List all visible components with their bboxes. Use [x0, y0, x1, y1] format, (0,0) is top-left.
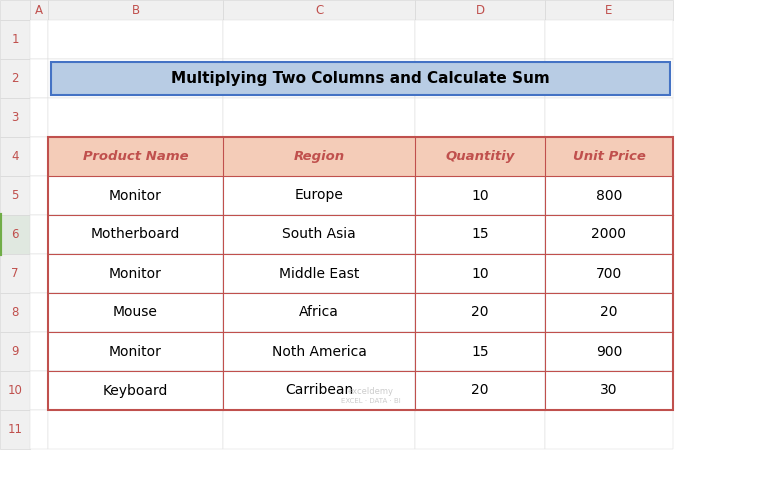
FancyBboxPatch shape: [415, 0, 545, 20]
FancyBboxPatch shape: [223, 410, 415, 449]
Text: Multiplying Two Columns and Calculate Sum: Multiplying Two Columns and Calculate Su…: [171, 71, 550, 86]
FancyBboxPatch shape: [0, 176, 30, 215]
FancyBboxPatch shape: [223, 332, 415, 371]
Text: Motherboard: Motherboard: [91, 227, 180, 242]
FancyBboxPatch shape: [223, 371, 415, 410]
FancyBboxPatch shape: [415, 98, 545, 137]
FancyBboxPatch shape: [30, 176, 48, 215]
FancyBboxPatch shape: [48, 371, 223, 410]
Text: 10: 10: [471, 188, 489, 202]
FancyBboxPatch shape: [0, 137, 30, 176]
Text: B: B: [131, 3, 140, 16]
FancyBboxPatch shape: [0, 20, 30, 59]
FancyBboxPatch shape: [415, 332, 545, 371]
Text: 8: 8: [12, 306, 18, 319]
FancyBboxPatch shape: [223, 20, 415, 59]
Text: Monitor: Monitor: [109, 267, 162, 281]
FancyBboxPatch shape: [545, 98, 673, 137]
FancyBboxPatch shape: [223, 59, 415, 98]
FancyBboxPatch shape: [30, 0, 48, 20]
Text: Product Name: Product Name: [83, 150, 189, 163]
Text: E: E: [605, 3, 613, 16]
FancyBboxPatch shape: [223, 0, 415, 20]
Text: 20: 20: [471, 305, 489, 319]
Text: 2: 2: [12, 72, 18, 85]
FancyBboxPatch shape: [545, 293, 673, 332]
FancyBboxPatch shape: [0, 410, 30, 449]
Text: Monitor: Monitor: [109, 345, 162, 359]
FancyBboxPatch shape: [415, 254, 545, 293]
Text: 6: 6: [12, 228, 18, 241]
FancyBboxPatch shape: [0, 0, 30, 20]
FancyBboxPatch shape: [415, 137, 545, 176]
Text: 15: 15: [471, 345, 489, 359]
Text: D: D: [476, 3, 485, 16]
FancyBboxPatch shape: [48, 332, 223, 371]
FancyBboxPatch shape: [48, 98, 223, 137]
FancyBboxPatch shape: [30, 371, 48, 410]
Text: Carribean: Carribean: [285, 383, 353, 397]
Text: 15: 15: [471, 227, 489, 242]
Text: A: A: [35, 3, 43, 16]
FancyBboxPatch shape: [0, 371, 30, 410]
Text: Europe: Europe: [295, 188, 344, 202]
FancyBboxPatch shape: [223, 176, 415, 215]
FancyBboxPatch shape: [223, 215, 415, 254]
FancyBboxPatch shape: [545, 410, 673, 449]
FancyBboxPatch shape: [51, 62, 670, 95]
FancyBboxPatch shape: [545, 332, 673, 371]
FancyBboxPatch shape: [223, 254, 415, 293]
FancyBboxPatch shape: [48, 293, 223, 332]
Text: Mouse: Mouse: [113, 305, 158, 319]
FancyBboxPatch shape: [0, 332, 30, 371]
FancyBboxPatch shape: [48, 254, 223, 293]
FancyBboxPatch shape: [415, 215, 545, 254]
FancyBboxPatch shape: [0, 293, 30, 332]
FancyBboxPatch shape: [545, 137, 673, 176]
Text: Unit Price: Unit Price: [572, 150, 646, 163]
Text: 900: 900: [596, 345, 622, 359]
Text: EXCEL · DATA · BI: EXCEL · DATA · BI: [341, 398, 400, 404]
FancyBboxPatch shape: [415, 176, 545, 215]
FancyBboxPatch shape: [0, 254, 30, 293]
Text: 10: 10: [8, 384, 22, 397]
FancyBboxPatch shape: [30, 332, 48, 371]
Text: 9: 9: [12, 345, 18, 358]
Text: Middle East: Middle East: [279, 267, 359, 281]
FancyBboxPatch shape: [48, 0, 223, 20]
Text: 7: 7: [12, 267, 18, 280]
FancyBboxPatch shape: [30, 293, 48, 332]
FancyBboxPatch shape: [48, 137, 673, 176]
Text: 20: 20: [471, 383, 489, 397]
FancyBboxPatch shape: [415, 410, 545, 449]
Text: 10: 10: [471, 267, 489, 281]
FancyBboxPatch shape: [48, 59, 223, 98]
FancyBboxPatch shape: [48, 20, 223, 59]
FancyBboxPatch shape: [0, 215, 30, 254]
Text: C: C: [315, 3, 323, 16]
FancyBboxPatch shape: [545, 176, 673, 215]
Text: 5: 5: [12, 189, 18, 202]
FancyBboxPatch shape: [30, 215, 48, 254]
FancyBboxPatch shape: [545, 254, 673, 293]
Text: Monitor: Monitor: [109, 188, 162, 202]
FancyBboxPatch shape: [48, 176, 223, 215]
Text: Keyboard: Keyboard: [103, 383, 168, 397]
FancyBboxPatch shape: [0, 59, 30, 98]
FancyBboxPatch shape: [223, 293, 415, 332]
FancyBboxPatch shape: [30, 20, 48, 59]
FancyBboxPatch shape: [48, 410, 223, 449]
Text: 2000: 2000: [591, 227, 627, 242]
FancyBboxPatch shape: [48, 215, 223, 254]
FancyBboxPatch shape: [30, 254, 48, 293]
Text: 30: 30: [601, 383, 617, 397]
FancyBboxPatch shape: [0, 98, 30, 137]
FancyBboxPatch shape: [30, 410, 48, 449]
FancyBboxPatch shape: [545, 215, 673, 254]
Text: 11: 11: [8, 423, 22, 436]
FancyBboxPatch shape: [415, 371, 545, 410]
Text: exceldemy: exceldemy: [347, 388, 393, 396]
FancyBboxPatch shape: [223, 98, 415, 137]
FancyBboxPatch shape: [545, 59, 673, 98]
